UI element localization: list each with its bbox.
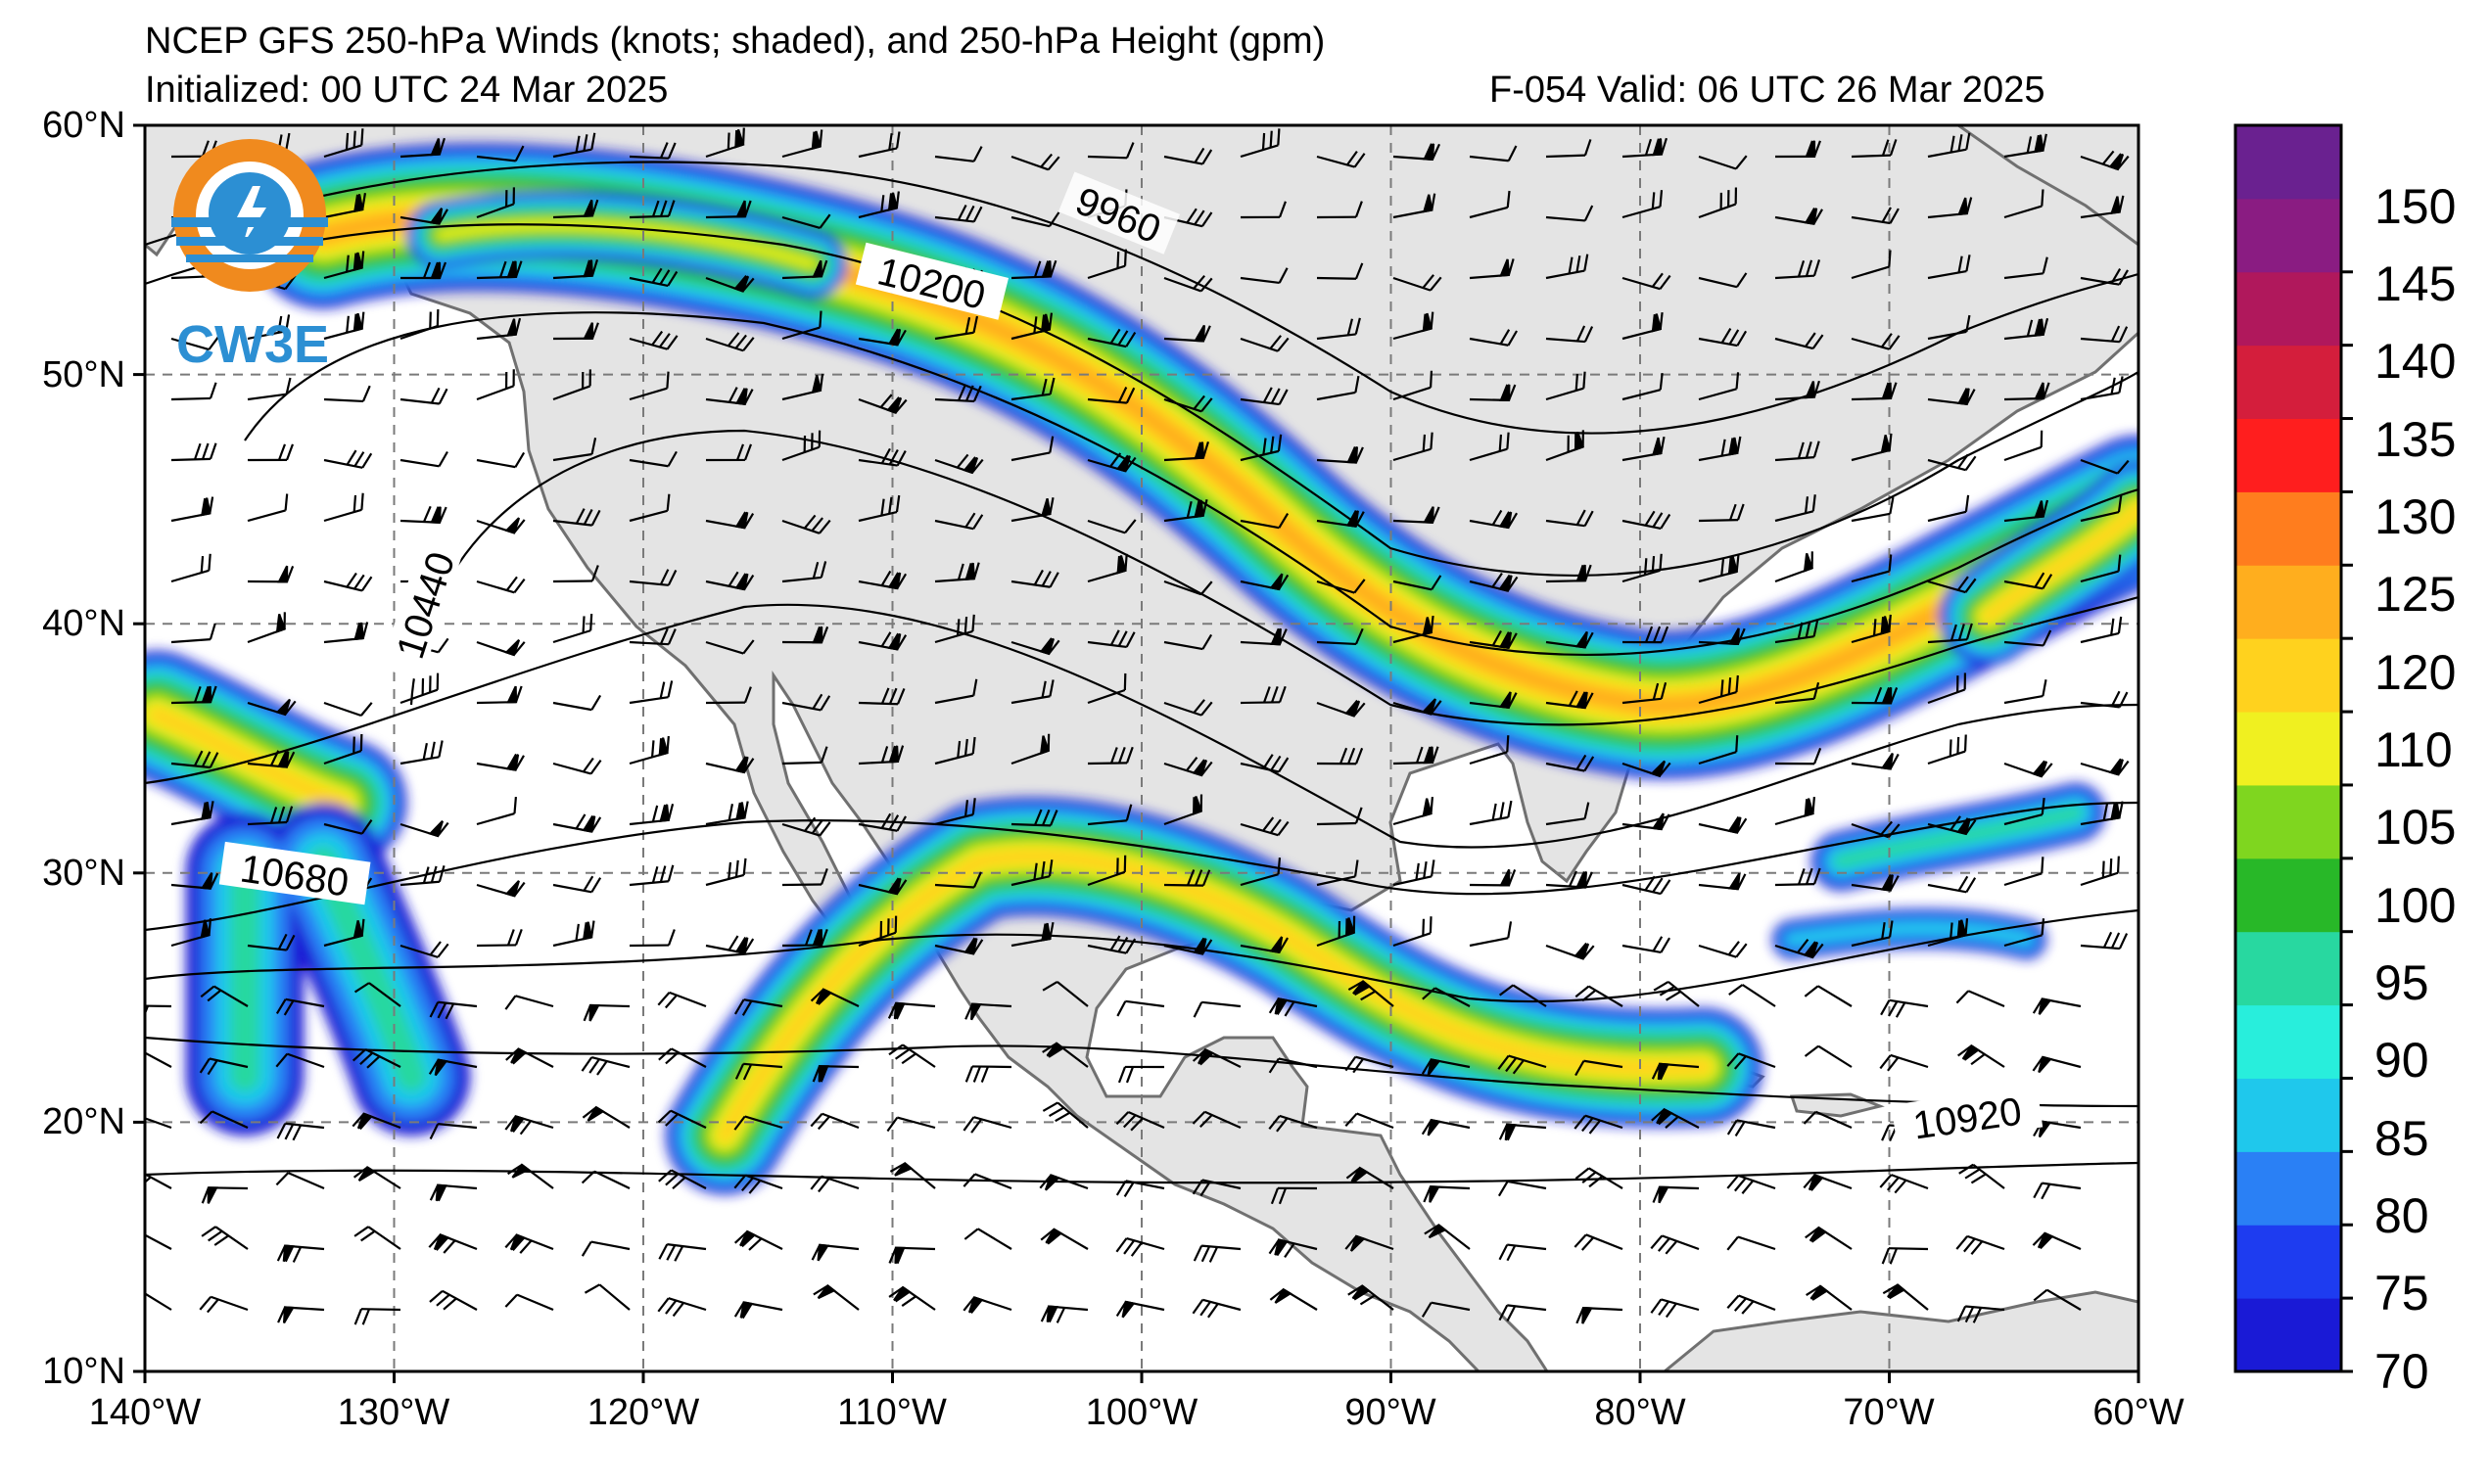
colorbar-bin xyxy=(2235,932,2341,1005)
colorbar-label: 130 xyxy=(2374,489,2456,544)
colorbar xyxy=(2235,125,2353,1372)
lon-label: 110°W xyxy=(837,1392,947,1433)
colorbar-bin xyxy=(2235,712,2341,785)
longitude-labels: 140°W 130°W 120°W 110°W 100°W 90°W 80°W … xyxy=(89,1392,2185,1433)
colorbar-label: 110 xyxy=(2374,722,2453,777)
colorbar-label: 100 xyxy=(2374,878,2456,933)
lat-label: 60°N xyxy=(42,105,125,146)
colorbar-label: 125 xyxy=(2374,567,2456,622)
logo-text: CW3E xyxy=(176,315,329,374)
lon-label: 60°W xyxy=(2092,1392,2184,1433)
colorbar-bin xyxy=(2235,419,2341,492)
colorbar-label: 95 xyxy=(2374,955,2429,1010)
lat-label: 10°N xyxy=(42,1351,125,1392)
colorbar-bin xyxy=(2235,565,2341,638)
colorbar-bin xyxy=(2235,1225,2341,1298)
colorbar-label: 75 xyxy=(2374,1266,2429,1321)
lon-label: 100°W xyxy=(1086,1392,1198,1433)
map-panel: 9960 10200 10440 10680 10920 xyxy=(123,125,2138,1371)
colorbar-label: 140 xyxy=(2374,334,2456,389)
lon-label: 90°W xyxy=(1344,1392,1435,1433)
colorbar-label: 120 xyxy=(2374,645,2456,700)
colorbar-label: 85 xyxy=(2374,1111,2429,1166)
colorbar-label: 145 xyxy=(2374,256,2456,311)
latitude-labels: 60°N 50°N 40°N 30°N 20°N 10°N xyxy=(42,105,125,1392)
colorbar-label: 135 xyxy=(2374,412,2456,467)
colorbar-label: 105 xyxy=(2374,800,2456,855)
lon-label: 130°W xyxy=(338,1392,450,1433)
colorbar-bin xyxy=(2235,199,2341,272)
colorbar-label: 70 xyxy=(2374,1344,2429,1399)
colorbar-labels: 70 75 80 85 90 95 100 105 110 120 125 13… xyxy=(2374,179,2456,1399)
colorbar-bin xyxy=(2235,1078,2341,1151)
colorbar-bin xyxy=(2235,346,2341,419)
lon-label: 140°W xyxy=(89,1392,202,1433)
lat-label: 30°N xyxy=(42,853,125,894)
colorbar-bin xyxy=(2235,491,2341,565)
colorbar-bin xyxy=(2235,858,2341,932)
lon-label: 70°W xyxy=(1843,1392,1934,1433)
colorbar-label: 150 xyxy=(2374,179,2456,234)
colorbar-bin xyxy=(2235,785,2341,858)
colorbar-bin xyxy=(2235,1151,2341,1225)
lat-label: 50°N xyxy=(42,354,125,395)
colorbar-label: 80 xyxy=(2374,1188,2429,1243)
colorbar-label: 90 xyxy=(2374,1033,2429,1088)
colorbar-bin xyxy=(2235,638,2341,712)
colorbar-bin xyxy=(2235,125,2341,199)
lat-label: 20°N xyxy=(42,1101,125,1142)
colorbar-bin xyxy=(2235,272,2341,346)
lat-label: 40°N xyxy=(42,603,125,644)
lon-label: 120°W xyxy=(587,1392,700,1433)
colorbar-bin xyxy=(2235,1005,2341,1079)
cw3e-logo: CW3E xyxy=(171,139,329,374)
colorbar-bin xyxy=(2235,1298,2341,1371)
lon-label: 80°W xyxy=(1594,1392,1685,1433)
